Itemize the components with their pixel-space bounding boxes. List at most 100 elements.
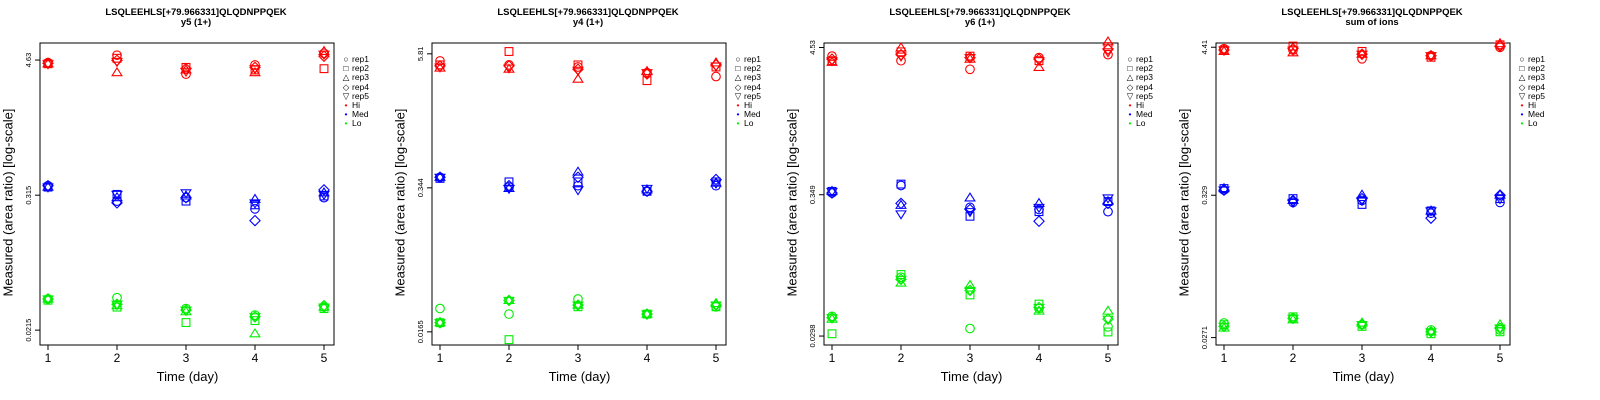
data-point-square	[1103, 42, 1113, 52]
data-point-triangle-down	[180, 189, 192, 199]
data-point-diamond	[572, 171, 584, 184]
chart-title-block: LSQLEEHLS[+79.966331]QLQDNPPQEK sum of i…	[1176, 7, 1568, 28]
x-axis-label: Time (day)	[940, 369, 1003, 384]
data-point-triangle-down	[1287, 46, 1299, 56]
data-point-triangle	[1356, 48, 1368, 58]
data-point-triangle-down	[964, 286, 976, 297]
legend-marker-diamond-icon: ◇	[734, 81, 742, 92]
data-point-triangle	[249, 327, 261, 338]
data-point-square	[504, 335, 514, 345]
legend-label: Lo	[1136, 118, 1146, 129]
data-point-diamond	[111, 197, 123, 209]
x-axis-label: Time (day)	[156, 369, 219, 384]
legend-label: rep5	[1136, 90, 1154, 101]
legend-label: Hi	[1528, 100, 1537, 111]
legend-item-rep5: ▽ rep5	[340, 90, 369, 101]
legend: ○ rep1 □ rep2 △ rep3 ◇ rep4 ▽ rep5 • Hi • Med • Lo	[1516, 54, 1546, 129]
legend-marker-dot-icon: •	[344, 109, 348, 120]
legend-label: Med	[1136, 109, 1153, 120]
x-tick-label: 3	[183, 351, 190, 365]
x-tick-label: 4	[252, 351, 259, 365]
legend-label: rep5	[1528, 90, 1546, 101]
scatter-plot: 1 2 3 4 5 5.81 0.344 0.0165	[416, 42, 727, 365]
y-tick-label: 4.53	[808, 40, 817, 55]
legend-label: rep3	[1528, 72, 1546, 83]
x-tick-label: 1	[829, 351, 836, 365]
chart-title-block: LSQLEEHLS[+79.966331]QLQDNPPQEK y4 (1+)	[392, 7, 784, 28]
data-point-triangle-down	[1494, 42, 1506, 52]
data-point-triangle-down	[503, 64, 515, 74]
data-point-diamond	[964, 203, 976, 216]
series-hi	[434, 47, 722, 86]
data-point-diamond	[249, 214, 261, 227]
legend-label: Hi	[744, 100, 753, 111]
data-point-circle	[435, 303, 445, 314]
legend-marker-dot-icon: •	[1520, 109, 1524, 120]
data-point-square	[1357, 199, 1367, 209]
data-point-circle	[250, 60, 260, 70]
legend-item-rep1: ○ rep1	[1516, 54, 1545, 64]
legend-label: Lo	[1528, 118, 1538, 129]
series-lo	[42, 292, 330, 338]
scatter-plot: 1 2 3 4 5 4.63 0.315 0.0215	[24, 42, 335, 365]
data-point-circle	[112, 292, 122, 303]
legend-item-rep2: □ rep2	[1516, 63, 1546, 74]
x-tick-label: 3	[575, 351, 582, 365]
chart-title: LSQLEEHLS[+79.966331]QLQDNPPQEK	[105, 7, 287, 18]
legend-item-hi: • Hi	[340, 100, 369, 110]
chart-panel-y4: LSQLEEHLS[+79.966331]QLQDNPPQEK y4 (1+) …	[392, 0, 784, 400]
data-point-triangle-down	[964, 54, 976, 64]
legend: ○ rep1 □ rep2 △ rep3 ◇ rep4 ▽ rep5 • Hi • Med • Lo	[732, 54, 762, 129]
data-point-triangle-down	[111, 300, 123, 311]
series-med	[434, 166, 722, 198]
legend-marker-square-icon: □	[343, 63, 349, 74]
y-tick-label: 0.0215	[24, 319, 33, 342]
legend-item-rep4: ◇ rep4	[1124, 82, 1153, 92]
legend-item-rep2: □ rep2	[340, 63, 369, 74]
chart-title: LSQLEEHLS[+79.966331]QLQDNPPQEK	[1281, 7, 1463, 18]
data-point-triangle	[318, 45, 330, 55]
x-tick-label: 1	[437, 351, 444, 365]
data-point-triangle-down	[249, 313, 261, 323]
x-tick-label: 5	[713, 351, 720, 365]
x-tick-label: 1	[45, 351, 52, 365]
legend-item-rep4: ◇ rep4	[340, 82, 369, 92]
data-point-triangle-down	[1356, 50, 1368, 61]
x-tick-label: 4	[1036, 351, 1043, 365]
data-point-square	[573, 60, 583, 70]
data-point-triangle-down	[1102, 315, 1114, 325]
legend-item-med: • Med	[1124, 110, 1153, 119]
data-point-triangle-down	[111, 57, 123, 68]
legend-marker-dot-icon: •	[736, 118, 740, 129]
data-point-triangle-down	[318, 190, 330, 201]
data-point-triangle-down	[1425, 328, 1437, 338]
legend-label: rep2	[1528, 63, 1546, 74]
data-point-triangle-down	[1033, 57, 1045, 67]
legend-label: rep2	[744, 63, 762, 74]
data-point-circle	[965, 202, 975, 213]
data-point-triangle-down	[1425, 207, 1437, 217]
data-point-diamond	[1494, 189, 1506, 201]
legend-label: rep1	[744, 54, 762, 64]
x-axis-label: Time (day)	[1332, 369, 1395, 384]
data-point-diamond	[180, 62, 192, 75]
data-point-triangle-down	[318, 50, 330, 61]
chart-title: LSQLEEHLS[+79.966331]QLQDNPPQEK	[497, 7, 679, 18]
data-point-triangle-down	[503, 296, 515, 307]
legend-marker-dot-icon: •	[1128, 100, 1132, 111]
x-tick-label: 1	[1221, 351, 1228, 365]
legend-marker-dot-icon: •	[1128, 109, 1132, 120]
chart-panel-sum-of-ions: LSQLEEHLS[+79.966331]QLQDNPPQEK sum of i…	[1176, 0, 1568, 400]
data-point-square	[504, 47, 514, 56]
legend-marker-triangle-down-icon: ▽	[342, 90, 350, 101]
data-point-triangle	[42, 57, 54, 68]
legend-item-med: • Med	[732, 110, 761, 119]
legend-item-rep1: ○ rep1	[1124, 54, 1153, 64]
data-point-triangle	[249, 193, 261, 203]
data-point-triangle-down	[503, 184, 515, 195]
data-point-triangle-down	[1425, 52, 1437, 62]
legend-item-rep5: ▽ rep5	[1516, 90, 1546, 101]
data-point-diamond	[503, 60, 515, 72]
series-hi	[42, 45, 330, 79]
legend-marker-square-icon: □	[1519, 63, 1525, 74]
